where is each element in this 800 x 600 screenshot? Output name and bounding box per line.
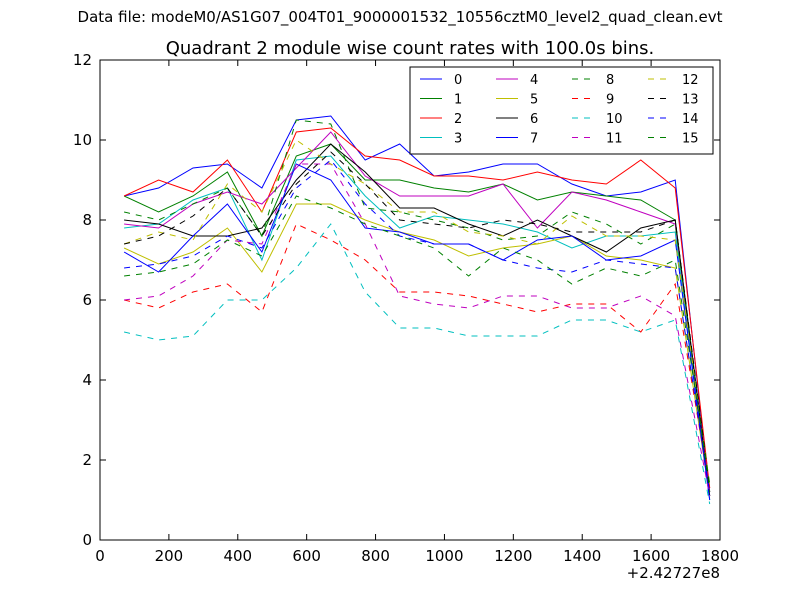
y-tick-label: 2 [82,451,92,469]
legend-label-0: 0 [454,73,462,88]
series-line-13 [123,151,711,489]
legend-label-2: 2 [454,112,462,127]
series-line-3 [124,155,711,501]
legend-label-6: 6 [530,112,538,127]
series-line-10 [123,223,711,505]
x-tick-label: 1800 [701,547,739,565]
legend-label-8: 8 [606,73,614,88]
legend-label-7: 7 [530,132,538,147]
x-axis-offset-label: +2.42727e8 [627,564,720,582]
series-line-2 [123,127,711,489]
series-line-5 [123,203,711,497]
legend-label-11: 11 [606,132,623,147]
data-file-caption: Data file: modeM0/AS1G07_004T01_90000015… [77,8,723,26]
legend-label-15: 15 [682,132,699,147]
legend-label-1: 1 [454,93,462,108]
y-tick-label: 12 [73,51,92,69]
series-line-12 [123,139,711,485]
x-tick-label: 1200 [494,547,532,565]
x-tick-label: 1600 [632,547,670,565]
x-tick-label: 600 [292,547,321,565]
legend-label-13: 13 [682,93,699,108]
series-line-8 [123,119,711,493]
y-tick-label: 0 [82,531,92,549]
axis-ticks: 0 200 400 600 800 1000 1200 1400 1600 18000246810… [73,51,739,565]
legend-label-4: 4 [530,73,538,88]
legend-box [409,66,714,155]
series-line-14 [124,159,711,493]
series-line-7 [123,163,711,501]
series-line-1 [123,143,711,493]
series-line-9 [123,223,711,489]
legend-label-10: 10 [606,112,623,127]
y-tick-label: 8 [82,211,92,229]
x-tick-label: 0 [95,547,105,565]
legend-label-9: 9 [606,93,614,108]
chart-title: Quadrant 2 module wise count rates with … [166,38,655,59]
legend-label-14: 14 [682,112,699,127]
series-line-15 [124,195,711,485]
series-line-11 [124,163,711,497]
series-line-4 [124,131,711,493]
legend-label-5: 5 [530,93,538,108]
legend-label-12: 12 [682,73,699,88]
x-tick-label: 1400 [563,547,601,565]
y-tick-label: 6 [82,291,92,309]
y-tick-label: 10 [73,131,92,149]
y-tick-label: 4 [82,371,92,389]
x-tick-label: 200 [155,547,184,565]
series-line-6 [124,143,711,497]
plot-area [123,115,711,505]
x-tick-label: 1000 [425,547,463,565]
legend-label-3: 3 [454,132,462,147]
x-tick-label: 400 [223,547,252,565]
x-tick-label: 800 [361,547,390,565]
